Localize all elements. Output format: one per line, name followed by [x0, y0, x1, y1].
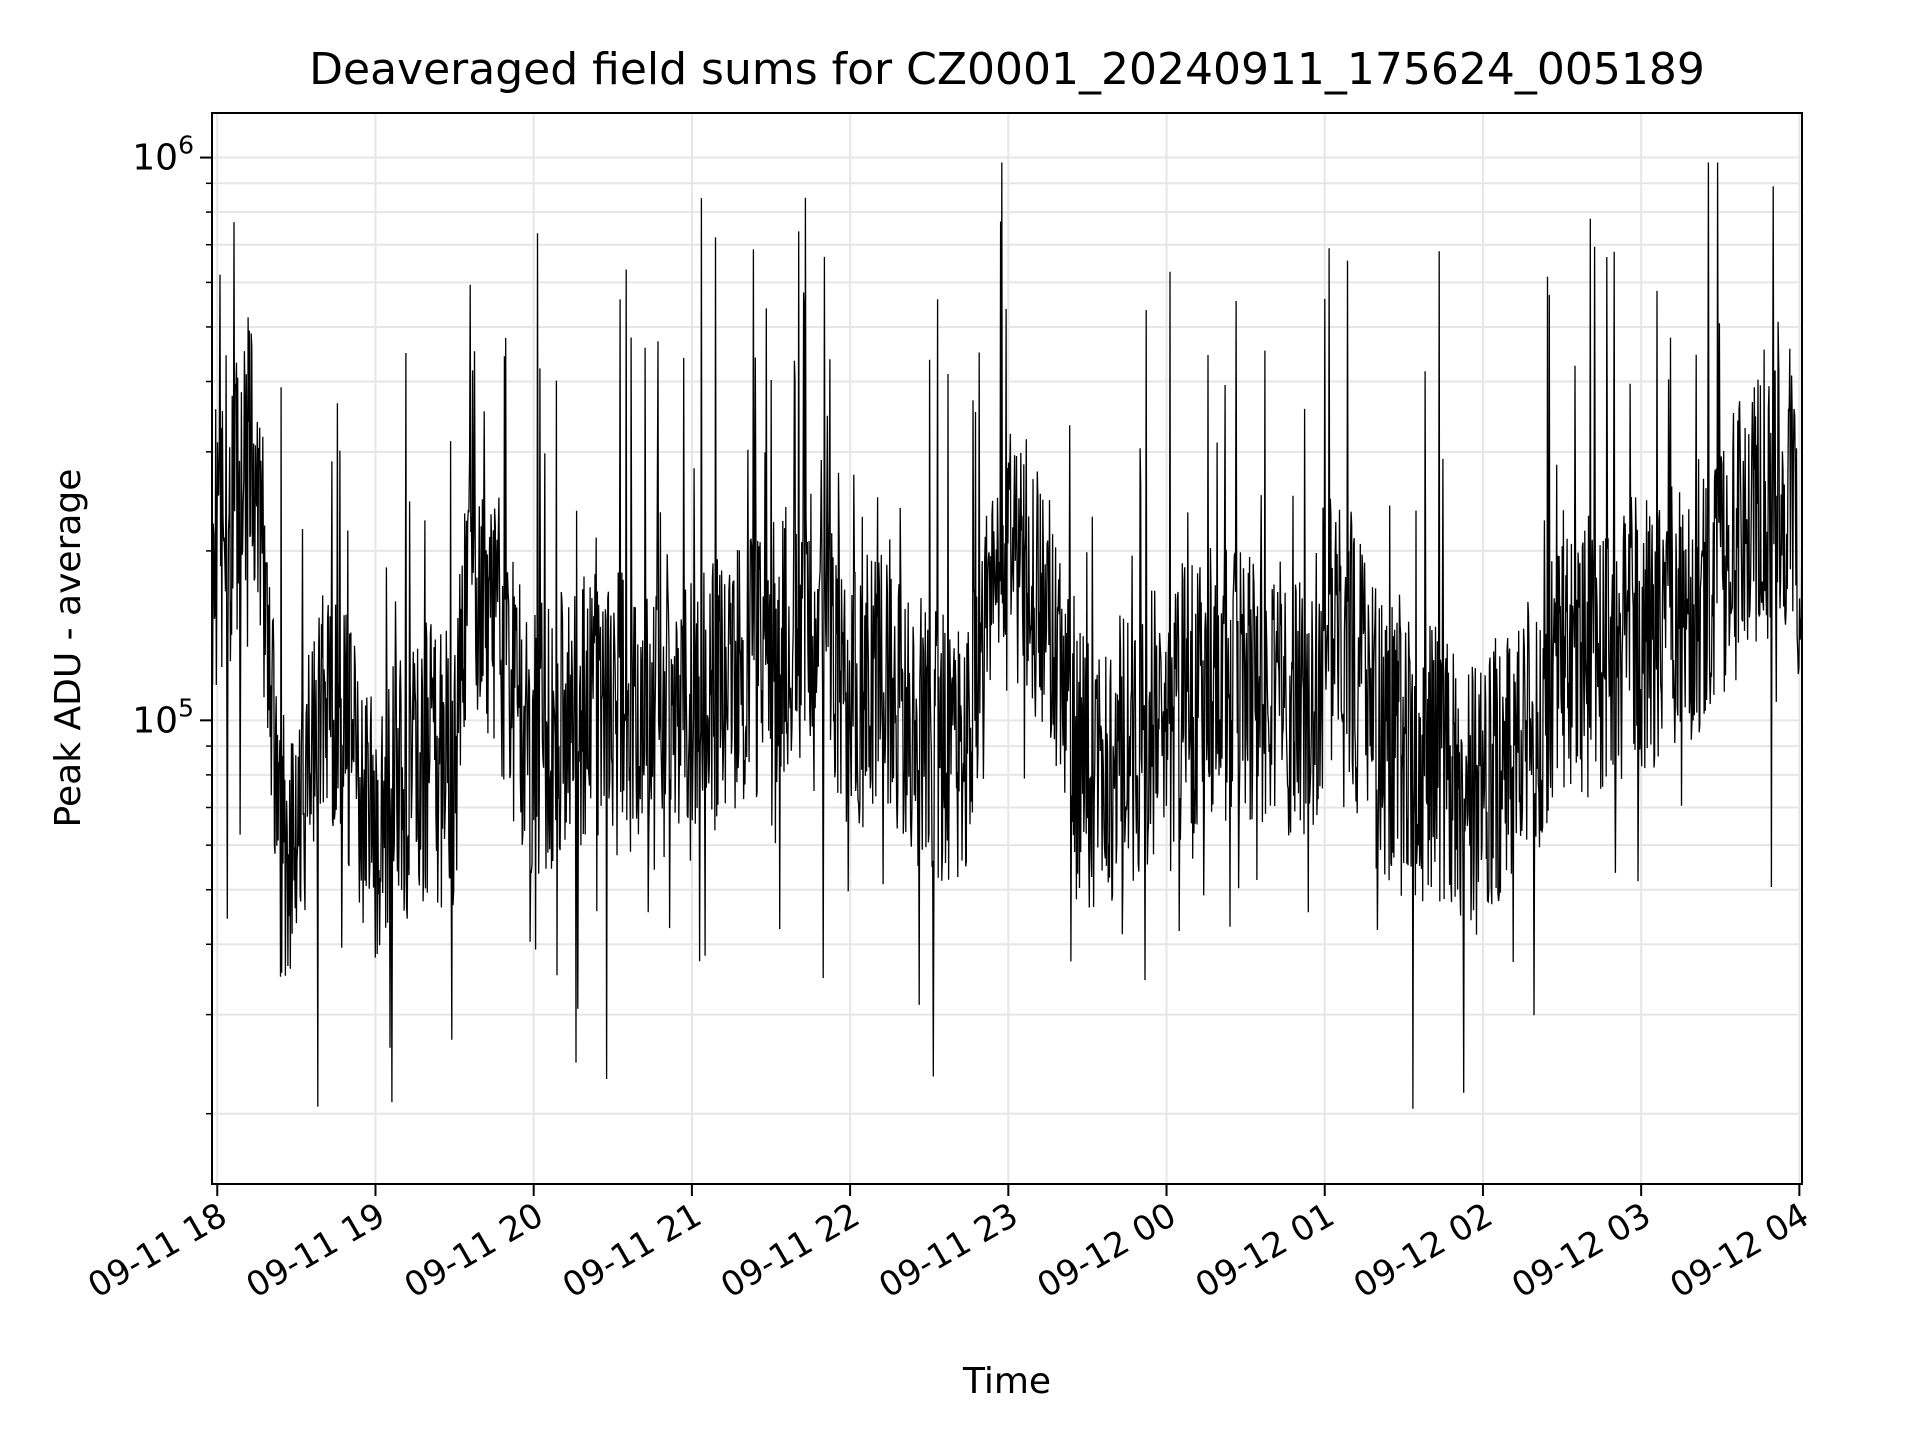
- y-axis-label: Peak ADU - average: [48, 469, 89, 828]
- chart-title: Deaveraged field sums for CZ0001_2024091…: [309, 44, 1705, 95]
- plot-frame: [211, 112, 1803, 1185]
- x-axis-label: Time: [962, 1361, 1051, 1402]
- y-tick-label: 105: [132, 693, 194, 741]
- series-line: [211, 162, 1803, 1109]
- data-series: [211, 162, 1803, 1109]
- y-axis-ticks: 105 106: [132, 131, 212, 1115]
- y-tick-label: 106: [132, 131, 194, 179]
